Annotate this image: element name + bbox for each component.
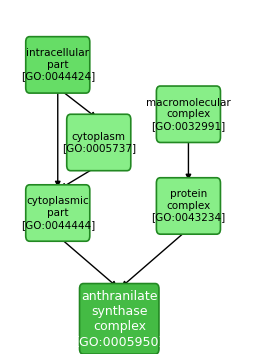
FancyBboxPatch shape: [67, 114, 131, 171]
Text: intracellular
part
[GO:0044424]: intracellular part [GO:0044424]: [21, 48, 95, 81]
Text: anthranilate
synthase
complex
[GO:0005950]: anthranilate synthase complex [GO:000595…: [75, 290, 164, 348]
FancyBboxPatch shape: [156, 86, 220, 142]
Text: protein
complex
[GO:0043234]: protein complex [GO:0043234]: [151, 189, 226, 222]
FancyBboxPatch shape: [26, 185, 90, 241]
FancyBboxPatch shape: [26, 37, 90, 93]
Text: cytoplasm
[GO:0005737]: cytoplasm [GO:0005737]: [62, 132, 136, 153]
Text: cytoplasmic
part
[GO:0044444]: cytoplasmic part [GO:0044444]: [21, 196, 95, 230]
FancyBboxPatch shape: [80, 283, 159, 354]
FancyBboxPatch shape: [156, 178, 220, 234]
Text: macromolecular
complex
[GO:0032991]: macromolecular complex [GO:0032991]: [146, 98, 231, 131]
